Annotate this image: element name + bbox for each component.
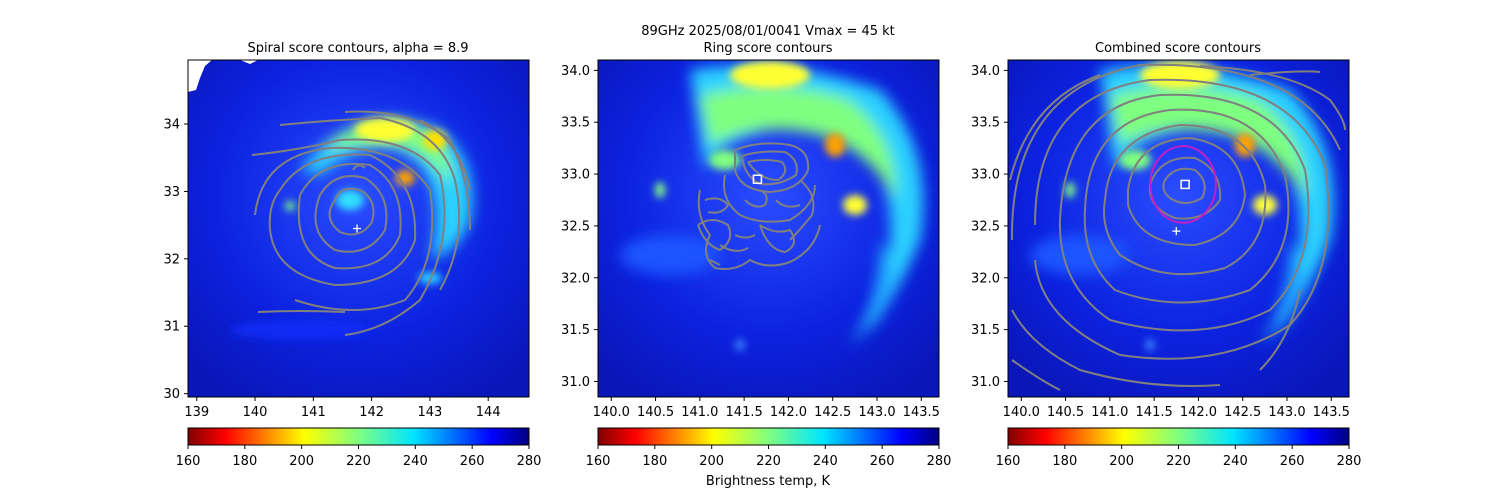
y-tick-label: 30	[163, 387, 180, 402]
panel-ring-image	[598, 60, 939, 397]
y-tick-label: 32.0	[561, 271, 590, 286]
y-tick-label: 33	[163, 185, 180, 200]
colorbar-tick-label: 180	[232, 454, 257, 469]
colorbar-tick-label: 280	[927, 454, 952, 469]
colorbar-tick-label: 200	[289, 454, 314, 469]
center-plus-marker	[1172, 227, 1181, 236]
y-tick-label: 34.0	[561, 64, 590, 79]
panel-ring: Ring score contours	[561, 41, 940, 420]
center-square-marker	[1180, 179, 1190, 190]
colorbar-tick-label: 220	[1166, 454, 1191, 469]
colorbar-tick-label: 200	[699, 454, 724, 469]
center-square-marker	[752, 174, 763, 184]
panel-ring-axes: 140.0 140.5 141.0 141.5 142.0 142.5 143.0 143.5…	[561, 64, 940, 420]
colorbar-combined: 160 180 200 220 240 260 280	[996, 427, 1362, 469]
x-tick-label: 140	[243, 405, 268, 420]
panel-spiral: Spiral score contours, alpha = 8.9	[163, 41, 530, 420]
colorbar-tick-label: 260	[460, 454, 485, 469]
x-tick-label: 143.0	[858, 405, 895, 420]
colorbar-tick-label: 180	[1052, 454, 1077, 469]
panel-combined-image	[1008, 60, 1349, 397]
colorbar-tick-label: 220	[756, 454, 781, 469]
panel-spiral-axes: 139 140 141 142 143 144 30 31 32 33 34	[163, 118, 500, 420]
y-tick-label: 34.0	[971, 64, 1000, 79]
x-tick-label: 141.5	[1136, 405, 1173, 420]
y-tick-label: 31	[163, 320, 180, 335]
y-tick-label: 33.0	[561, 168, 590, 183]
y-tick-label: 31.0	[561, 375, 590, 390]
colorbar-tick-label: 240	[403, 454, 428, 469]
y-tick-label: 33.0	[971, 168, 1000, 183]
colorbar-tick-label: 160	[176, 454, 201, 469]
x-tick-label: 142.5	[1224, 405, 1261, 420]
x-tick-label: 141	[301, 405, 326, 420]
ring-contours	[697, 142, 821, 270]
x-tick-label: 139	[184, 405, 209, 420]
x-tick-label: 140.5	[637, 405, 674, 420]
y-tick-label: 31.5	[561, 323, 590, 338]
colorbar-combined-gradient	[1007, 427, 1350, 446]
panel-ring-title: Ring score contours	[703, 41, 832, 56]
y-tick-label: 32	[163, 252, 180, 267]
panel-spiral-frame	[187, 59, 530, 398]
colorbar-spiral: 160 180 200 220 240 260 280	[176, 427, 542, 469]
y-tick-label: 34	[163, 118, 180, 133]
x-tick-label: 141.0	[1091, 405, 1128, 420]
ring-circle	[1149, 145, 1217, 224]
x-tick-label: 142.0	[770, 405, 807, 420]
x-tick-label: 141.0	[681, 405, 718, 420]
x-tick-label: 144	[476, 405, 501, 420]
x-tick-label: 143	[417, 405, 442, 420]
x-tick-label: 140.0	[593, 405, 630, 420]
colorbar-ring: 160 180 200 220 240 260 280 Brightness temp, K	[586, 427, 952, 489]
y-tick-label: 32.0	[971, 271, 1000, 286]
colorbar-spiral-gradient	[187, 427, 530, 446]
combined-contours	[1009, 63, 1346, 391]
colorbar-tick-label: 200	[1109, 454, 1134, 469]
panel-ring-frame	[597, 59, 940, 398]
x-tick-label: 140.0	[1003, 405, 1040, 420]
panel-combined-title: Combined score contours	[1095, 41, 1261, 56]
y-tick-label: 33.5	[561, 116, 590, 131]
y-tick-label: 31.5	[971, 323, 1000, 338]
colorbar-tick-label: 240	[1223, 454, 1248, 469]
spiral-contours	[251, 110, 471, 336]
x-tick-label: 142.5	[814, 405, 851, 420]
x-tick-label: 143.5	[1313, 405, 1350, 420]
panel-combined-axes: 140.0 140.5 141.0 141.5 142.0 142.5 143.0 143.5…	[971, 64, 1350, 420]
colorbar-ring-ticks: 160 180 200 220 240 260 280	[586, 445, 952, 469]
x-tick-label: 140.5	[1047, 405, 1084, 420]
y-tick-label: 33.5	[971, 116, 1000, 131]
colorbar-tick-label: 260	[870, 454, 895, 469]
y-tick-label: 31.0	[971, 375, 1000, 390]
colorbar-combined-ticks: 160 180 200 220 240 260 280	[996, 445, 1362, 469]
colorbar-tick-label: 280	[1337, 454, 1362, 469]
x-tick-label: 142.0	[1180, 405, 1217, 420]
figure-suptitle: 89GHz 2025/08/01/0041 Vmax = 45 kt	[641, 24, 895, 39]
panel-spiral-image	[188, 60, 529, 397]
x-tick-label: 142	[359, 405, 384, 420]
colorbar-tick-label: 180	[642, 454, 667, 469]
colorbar-tick-label: 220	[346, 454, 371, 469]
colorbar-tick-label: 280	[517, 454, 542, 469]
x-tick-label: 141.5	[726, 405, 763, 420]
x-tick-label: 143.0	[1268, 405, 1305, 420]
y-tick-label: 32.5	[561, 219, 590, 234]
colorbar-tick-label: 160	[996, 454, 1021, 469]
colorbar-spiral-ticks: 160 180 200 220 240 260 280	[176, 445, 542, 469]
colorbar-label: Brightness temp, K	[706, 474, 831, 489]
panel-combined-frame	[1007, 59, 1350, 398]
colorbar-tick-label: 160	[586, 454, 611, 469]
y-tick-label: 32.5	[971, 219, 1000, 234]
colorbar-tick-label: 260	[1280, 454, 1305, 469]
center-plus-marker	[353, 224, 362, 233]
panel-combined: Combined score contours	[971, 41, 1350, 420]
x-tick-label: 143.5	[903, 405, 940, 420]
colorbar-tick-label: 240	[813, 454, 838, 469]
panel-spiral-title: Spiral score contours, alpha = 8.9	[247, 41, 468, 56]
colorbar-ring-gradient	[597, 427, 940, 446]
